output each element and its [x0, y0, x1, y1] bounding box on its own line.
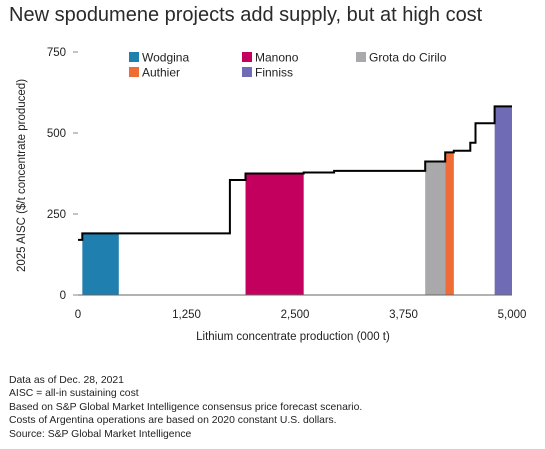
y-tick-label: 0 — [60, 290, 66, 302]
x-tick-label: 0 — [75, 309, 81, 321]
chart-title: New spodumene projects add supply, but a… — [9, 4, 483, 26]
project-bars — [82, 106, 512, 295]
bar-manono — [245, 173, 304, 295]
y-tick-label: 750 — [47, 47, 66, 59]
x-axis-label: Lithium concentrate production (000 t) — [196, 331, 390, 343]
legend-label: Finniss — [255, 66, 293, 80]
note-date: Data as of Dec. 28, 2021 — [9, 375, 124, 386]
bar-wodgina — [82, 233, 119, 295]
y-axis-ticks: 0 250 500 750 — [47, 47, 78, 302]
legend-label: Authier — [142, 66, 180, 80]
cost-curve-chart: 0 1,250 2,500 3,750 5,000 0 250 500 750 Lithium… — [16, 47, 527, 343]
note-source: Source: S&P Global Market Intelligence — [9, 428, 192, 440]
note-aisc: AISC = all-in sustaining cost — [9, 388, 139, 400]
legend-swatch — [129, 52, 139, 62]
legend: Wodgina Manono Grota do Cirilo Authier Finni… — [129, 51, 447, 80]
note-argentina: Costs of Argentina operations are based … — [9, 415, 337, 427]
bar-authier — [445, 152, 454, 295]
x-tick-label: 5,000 — [498, 309, 527, 321]
y-tick-label: 500 — [47, 128, 66, 140]
legend-label: Wodgina — [142, 51, 189, 65]
x-tick-label: 3,750 — [389, 309, 418, 321]
x-tick-label: 2,500 — [281, 309, 310, 321]
bar-finniss — [494, 106, 512, 295]
legend-label: Grota do Cirilo — [369, 51, 447, 65]
bar-grota-do-cirilo — [425, 161, 446, 295]
legend-swatch — [356, 52, 366, 62]
note-scenario: Based on S&P Global Market Intelligence … — [9, 401, 363, 413]
legend-label: Manono — [255, 51, 299, 65]
y-axis-label: 2025 AISC ($/t concentrate produced) — [16, 79, 28, 272]
legend-swatch — [129, 67, 139, 77]
x-tick-label: 1,250 — [172, 309, 201, 321]
legend-swatch — [242, 67, 252, 77]
footnotes: Data as of Dec. 28, 2021 AISC = all-in s… — [9, 374, 362, 441]
x-axis-ticks: 0 1,250 2,500 3,750 5,000 — [75, 309, 527, 321]
legend-swatch — [242, 52, 252, 62]
cost-curve-line — [78, 105, 512, 241]
y-tick-label: 250 — [47, 209, 66, 221]
